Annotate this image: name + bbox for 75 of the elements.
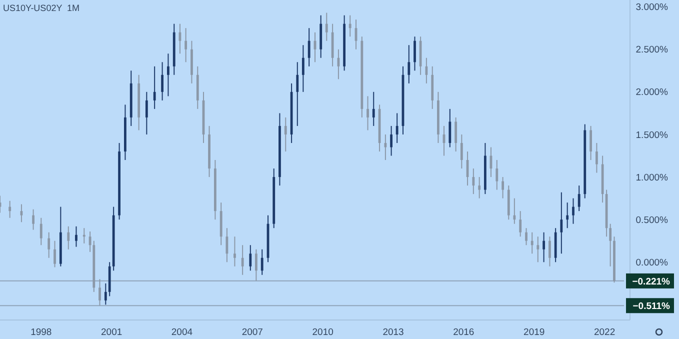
candlestick <box>54 240 56 268</box>
candlestick <box>496 160 498 190</box>
candlestick <box>414 36 416 72</box>
candlestick <box>82 228 86 244</box>
candlestick <box>408 44 410 84</box>
candlestick <box>325 12 328 42</box>
x-tick-label: 2016 <box>453 327 474 338</box>
candlestick <box>98 278 101 306</box>
candlestick <box>348 14 352 38</box>
candlestick <box>241 244 244 276</box>
y-tick-label: 2.500% <box>636 44 669 56</box>
candlestick <box>372 91 375 126</box>
candlestick <box>566 202 569 229</box>
y-tick-label: 1.000% <box>636 172 669 184</box>
candlestick <box>502 176 504 199</box>
candlestick <box>67 226 70 250</box>
candlestick <box>249 244 252 272</box>
candlestick <box>161 62 164 101</box>
x-tick-label: 2001 <box>101 327 122 338</box>
candlestick <box>40 217 42 246</box>
candlestick <box>32 208 34 230</box>
candlestick <box>525 228 528 246</box>
candlestick <box>153 66 156 110</box>
x-tick-label: 2022 <box>594 327 616 338</box>
y-tick-label: 1.500% <box>636 130 669 141</box>
candlestick <box>530 232 534 254</box>
candlestick <box>596 142 598 174</box>
candlestick <box>254 248 258 282</box>
candlestick <box>396 112 398 144</box>
candlestick <box>425 57 428 84</box>
candlestick <box>590 125 592 160</box>
x-tick-label: 1998 <box>30 327 52 338</box>
candlestick <box>184 28 188 63</box>
candlestick <box>145 91 148 135</box>
candlestick <box>75 226 78 248</box>
candlestick <box>226 228 228 263</box>
candlestick <box>513 198 516 224</box>
x-tick-label: 2013 <box>382 327 404 338</box>
y-tick-label: 3.000% <box>636 2 669 14</box>
candlestick <box>48 232 50 258</box>
candlestick <box>308 28 310 67</box>
candlestick <box>548 236 551 267</box>
x-tick-label: 2010 <box>312 327 334 338</box>
candlestick <box>478 176 481 199</box>
candlestick <box>560 192 563 254</box>
candlestick <box>366 96 369 131</box>
x-tick-label: 2019 <box>524 327 545 338</box>
candlestick <box>472 168 475 195</box>
candlestick <box>8 200 12 218</box>
chart-title: US10Y-US02Y 1M <box>3 3 80 13</box>
ref-line-label: −0.221% <box>632 276 671 288</box>
candlestick <box>260 248 264 276</box>
candlestick <box>284 116 287 152</box>
candlestick <box>384 134 387 160</box>
candlestick <box>104 282 107 306</box>
candlestick <box>390 125 392 156</box>
ref-line-label: −0.511% <box>632 300 671 312</box>
candlestick <box>609 223 612 267</box>
candlestick <box>572 198 574 224</box>
candlestick <box>296 62 299 126</box>
candlestick <box>234 236 236 267</box>
candlestick <box>542 232 546 263</box>
x-tick-label: 2004 <box>171 327 193 338</box>
y-tick-label: 2.000% <box>636 87 669 98</box>
y-tick-label: 0.500% <box>636 214 669 226</box>
candlestick <box>536 236 540 263</box>
x-tick-label: 2007 <box>242 327 263 338</box>
candlestick <box>454 116 458 152</box>
candlestick <box>302 44 304 92</box>
candlestick <box>460 134 463 170</box>
y-tick-label: 0.000% <box>636 257 669 268</box>
candlestick <box>519 210 522 238</box>
candlestick <box>578 185 580 212</box>
candlestick <box>448 108 452 148</box>
candlestick <box>167 53 170 97</box>
